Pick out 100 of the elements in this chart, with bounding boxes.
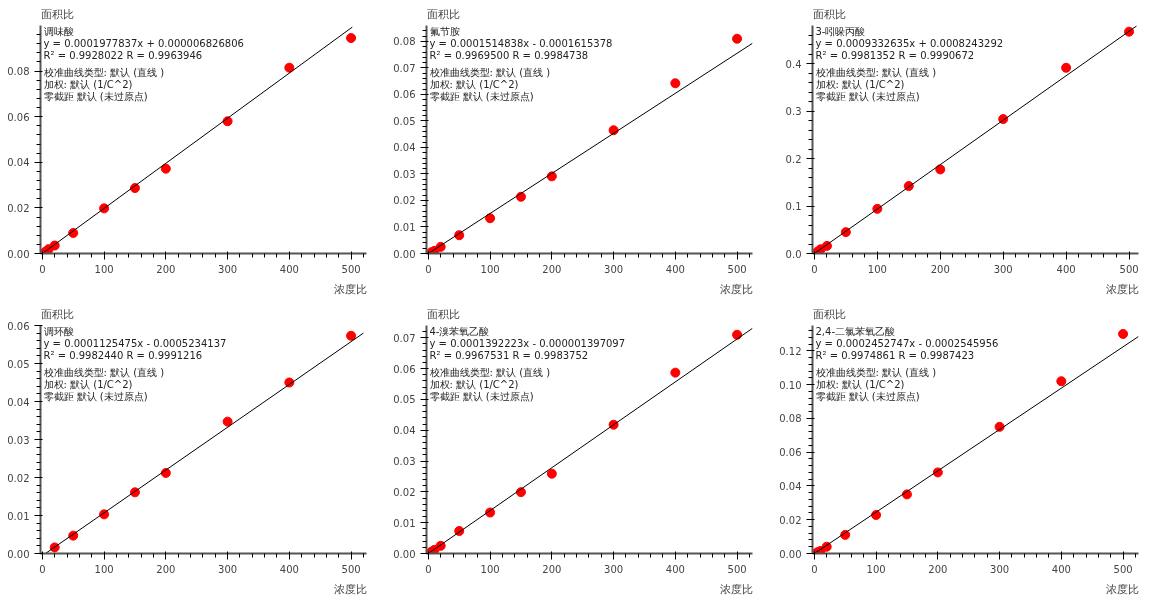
x-tick-label: 200: [156, 563, 176, 575]
x-tick-label: 400: [279, 563, 299, 575]
x-tick-label: 400: [1051, 563, 1071, 575]
x-tick-label: 500: [1119, 263, 1139, 275]
x-tick-label: 200: [928, 563, 948, 575]
annotation: 校准曲线类型: 默认 (直线 ): [428, 366, 551, 378]
y-tick-label: 0.2: [785, 153, 802, 165]
y-tick-label: 0.06: [779, 447, 802, 459]
y-tick-label: 0.03: [7, 434, 30, 446]
x-tick-label: 300: [218, 563, 238, 575]
annotation: 零截距 默认 (未过原点): [43, 390, 148, 402]
x-tick-label: 400: [665, 563, 685, 575]
y-tick-label: 0.08: [7, 66, 30, 78]
x-tick-label: 500: [727, 263, 747, 275]
x-tick-label: 0: [811, 263, 818, 275]
annotation: R² = 0.9981352 R = 0.9990672: [815, 49, 975, 61]
y-tick-label: 0.05: [393, 394, 416, 406]
annotation: 校准曲线类型: 默认 (直线 ): [42, 66, 165, 78]
annotation: 氟节胺: [429, 25, 460, 37]
annotation: 零截距 默认 (未过原点): [429, 90, 534, 102]
annotation: R² = 0.9969500 R = 0.9984738: [429, 49, 589, 61]
annotation: 零截距 默认 (未过原点): [815, 390, 920, 402]
x-axis-title: 浓度比: [333, 282, 367, 296]
y-axis-title: 面积比: [40, 307, 74, 321]
y-tick-label: 0.04: [779, 480, 802, 492]
annotation: 2,4-二氯苯氧乙酸: [815, 325, 896, 337]
y-tick-label: 0.4: [785, 58, 802, 70]
annotation: y = 0.0009332635x + 0.0008243292: [815, 37, 1004, 49]
x-tick-label: 200: [930, 263, 950, 275]
x-tick-label: 100: [480, 563, 500, 575]
y-tick-label: 0.05: [393, 115, 416, 127]
y-tick-label: 0.10: [779, 379, 802, 391]
annotation: 加权: 默认 (1/C^2): [815, 78, 905, 90]
x-tick-label: 400: [665, 263, 685, 275]
y-axis-title: 面积比: [426, 307, 460, 321]
annotation: R² = 0.9967531 R = 0.9983752: [429, 349, 589, 361]
y-tick-label: 0.3: [785, 106, 802, 117]
x-tick-label: 400: [1056, 263, 1076, 275]
annotation: y = 0.0001125475x - 0.0005234137: [43, 337, 227, 349]
x-tick-label: 300: [218, 263, 238, 275]
y-axis-title: 面积比: [40, 7, 74, 21]
annotation: 校准曲线类型: 默认 (直线 ): [814, 366, 937, 378]
x-tick-label: 100: [94, 263, 114, 275]
annotation: R² = 0.9974861 R = 0.9987423: [815, 349, 975, 361]
annotation: R² = 0.9928022 R = 0.9963946: [43, 49, 203, 61]
y-tick-label: 0.04: [7, 157, 30, 169]
y-tick-label: 0.00: [7, 548, 30, 560]
y-tick-label: 0.1: [785, 201, 802, 212]
annotation: y = 0.0002452747x - 0.0002545956: [815, 337, 999, 349]
y-tick-label: 0.04: [393, 425, 416, 437]
y-tick-label: 0.0: [785, 248, 802, 260]
annotation: 校准曲线类型: 默认 (直线 ): [814, 66, 937, 78]
y-tick-label: 0.06: [7, 111, 30, 123]
annotation: 3-吲哚丙酸: [815, 25, 866, 37]
y-tick-label: 0.02: [7, 202, 30, 214]
annotation: 加权: 默认 (1/C^2): [815, 378, 905, 390]
annotation: y = 0.0001514838x - 0.0001615378: [429, 37, 613, 49]
x-axis-title: 浓度比: [719, 282, 753, 296]
y-tick-label: 0.00: [393, 548, 416, 560]
x-tick-label: 300: [993, 263, 1013, 275]
y-tick-label: 0.01: [7, 510, 30, 522]
annotation: y = 0.0001977837x + 0.000006826806: [43, 37, 244, 49]
y-axis-title: 面积比: [812, 7, 846, 21]
x-tick-label: 500: [341, 263, 361, 275]
annotation: y = 0.0001392223x - 0.000001397097: [429, 337, 626, 349]
x-tick-label: 100: [866, 563, 886, 575]
x-tick-label: 300: [604, 563, 624, 575]
y-tick-label: 0.02: [393, 195, 416, 207]
y-tick-label: 0.00: [393, 248, 416, 260]
x-tick-label: 500: [341, 563, 361, 575]
annotation: 校准曲线类型: 默认 (直线 ): [428, 66, 551, 78]
x-tick-label: 0: [39, 563, 46, 575]
y-tick-label: 0.06: [393, 89, 416, 101]
y-tick-label: 0.02: [7, 472, 30, 484]
y-tick-label: 0.05: [7, 358, 30, 370]
y-tick-label: 0.04: [393, 142, 416, 154]
y-tick-label: 0.08: [393, 36, 416, 48]
y-tick-label: 0.06: [7, 320, 30, 332]
annotation: 零截距 默认 (未过原点): [429, 390, 534, 402]
x-tick-label: 0: [811, 563, 818, 575]
x-axis-title: 浓度比: [719, 582, 753, 596]
y-tick-label: 0.01: [393, 221, 416, 233]
y-tick-label: 0.02: [393, 486, 416, 498]
annotation: 调味酸: [43, 25, 74, 37]
annotation: 调环酸: [43, 325, 74, 337]
annotation: 加权: 默认 (1/C^2): [43, 378, 133, 390]
y-axis-title: 面积比: [812, 307, 846, 321]
x-tick-label: 200: [156, 263, 176, 275]
x-tick-label: 100: [867, 263, 887, 275]
x-tick-label: 200: [542, 263, 562, 275]
x-tick-label: 300: [604, 263, 624, 275]
x-tick-label: 200: [542, 563, 562, 575]
annotation: 加权: 默认 (1/C^2): [429, 378, 519, 390]
y-tick-label: 0.03: [393, 168, 416, 180]
annotation: R² = 0.9982440 R = 0.9991216: [43, 349, 203, 361]
annotation: 加权: 默认 (1/C^2): [429, 78, 519, 90]
annotation: 4-溴苯氧乙酸: [429, 325, 490, 337]
y-tick-label: 0.08: [779, 413, 802, 425]
annotation: 零截距 默认 (未过原点): [43, 90, 148, 102]
x-tick-label: 100: [480, 263, 500, 275]
